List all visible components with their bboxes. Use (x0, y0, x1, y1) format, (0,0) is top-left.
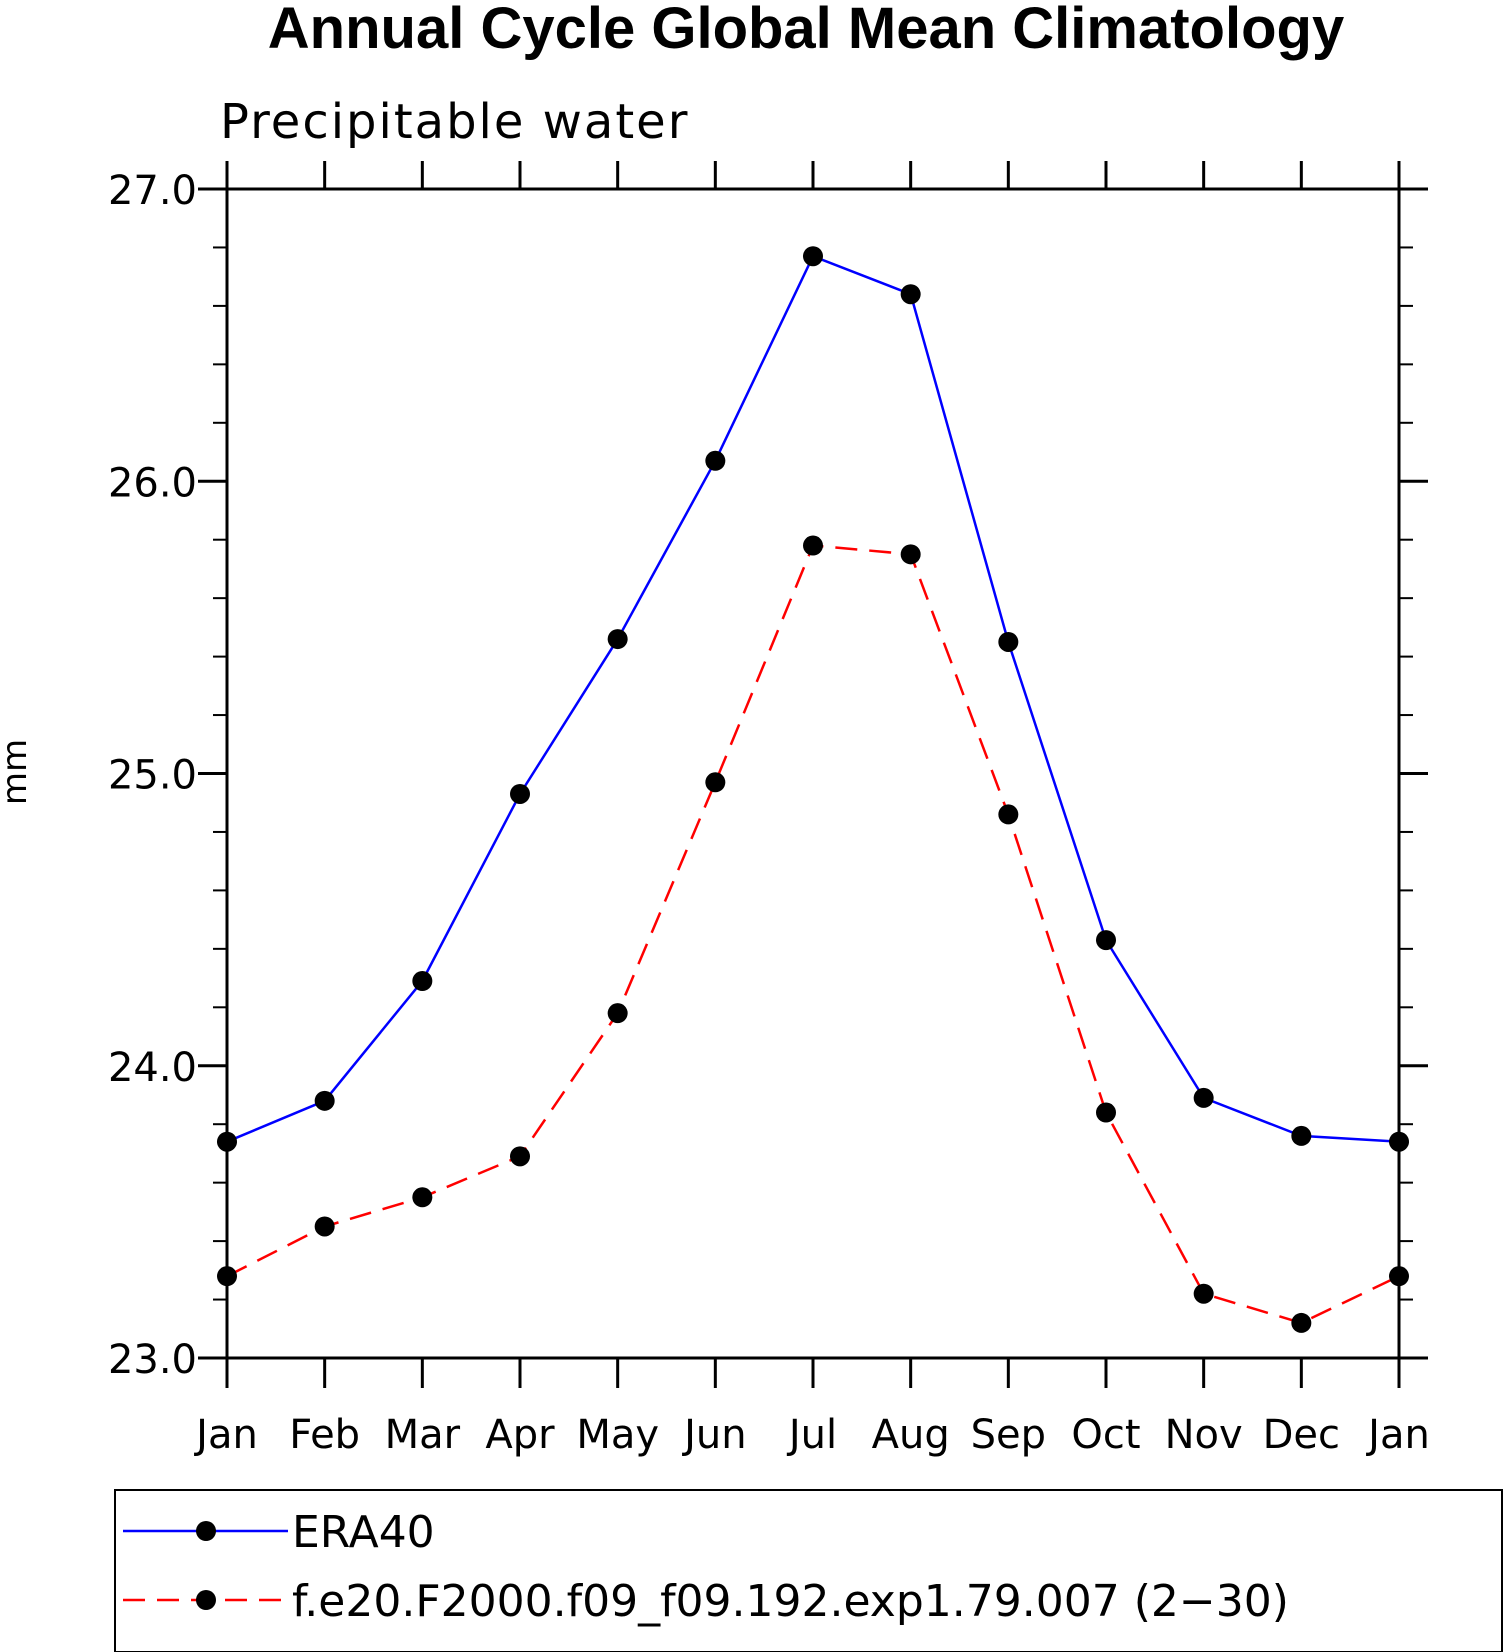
x-tick-label: Aug (872, 1412, 950, 1458)
y-tick-label: 27.0 (108, 168, 197, 214)
data-point (705, 772, 726, 793)
data-point (412, 970, 433, 991)
series-line-0 (226, 254, 1400, 1143)
data-point (1193, 1283, 1214, 1304)
data-point (1291, 1312, 1312, 1333)
data-point (510, 1146, 530, 1167)
x-tick-label: Apr (485, 1412, 555, 1458)
series-line-1 (226, 544, 1400, 1325)
data-point (510, 783, 530, 804)
data-point (998, 631, 1019, 652)
legend-label-model: f.e20.F2000.f09_f09.192.exp1.79.007 (2−3… (292, 1576, 1289, 1627)
data-point (900, 284, 921, 305)
data-point (1291, 1125, 1312, 1146)
data-point (412, 1187, 433, 1208)
data-point (217, 1266, 237, 1287)
x-tick-label: Oct (1071, 1412, 1140, 1458)
y-tick-label: 24.0 (108, 1045, 197, 1091)
y-tick-label: 26.0 (108, 460, 197, 506)
y-axis-label: mm (0, 739, 35, 805)
axes: Jan Feb Mar Apr May Jun Jul Aug Sep Oct Nov Dec Jan 2… (108, 161, 1430, 1458)
chart-title: Annual Cycle Global Mean Climatology (268, 0, 1344, 61)
data-point (1389, 1131, 1409, 1152)
legend-box (114, 1489, 1503, 1652)
y-tick-label: 23.0 (108, 1337, 197, 1383)
data-point (1096, 1102, 1116, 1123)
y-tick-label: 25.0 (108, 753, 197, 799)
legend-marker-era40 (196, 1521, 216, 1541)
data-point (217, 1131, 237, 1152)
x-tick-label: Nov (1165, 1412, 1243, 1458)
data-point (803, 535, 823, 556)
x-tick-label: May (576, 1412, 659, 1458)
data-point (998, 804, 1019, 825)
x-tick-label: Jul (786, 1412, 837, 1458)
data-point (607, 1003, 628, 1024)
data-point (1193, 1087, 1214, 1108)
series-layer (217, 246, 1409, 1333)
data-point (1096, 930, 1116, 951)
chart-subtitle: Precipitable water (220, 94, 689, 150)
data-point (705, 450, 726, 471)
data-point (1389, 1266, 1409, 1287)
x-tick-label: Jan (193, 1412, 258, 1458)
data-point (803, 246, 823, 267)
x-tick-label: Feb (289, 1412, 360, 1458)
data-point (607, 629, 628, 650)
data-point (314, 1216, 335, 1237)
legend-marker-model (196, 1590, 216, 1610)
plot-frame (225, 187, 1401, 1360)
x-tick-label: Sep (971, 1412, 1046, 1458)
data-point (314, 1090, 335, 1111)
x-tick-label: Jun (681, 1412, 747, 1458)
data-point (900, 544, 921, 565)
legend-label-era40: ERA40 (292, 1507, 435, 1558)
x-tick-label: Mar (385, 1412, 461, 1458)
x-tick-label: Jan (1365, 1412, 1430, 1458)
x-tick-label: Dec (1263, 1412, 1340, 1458)
